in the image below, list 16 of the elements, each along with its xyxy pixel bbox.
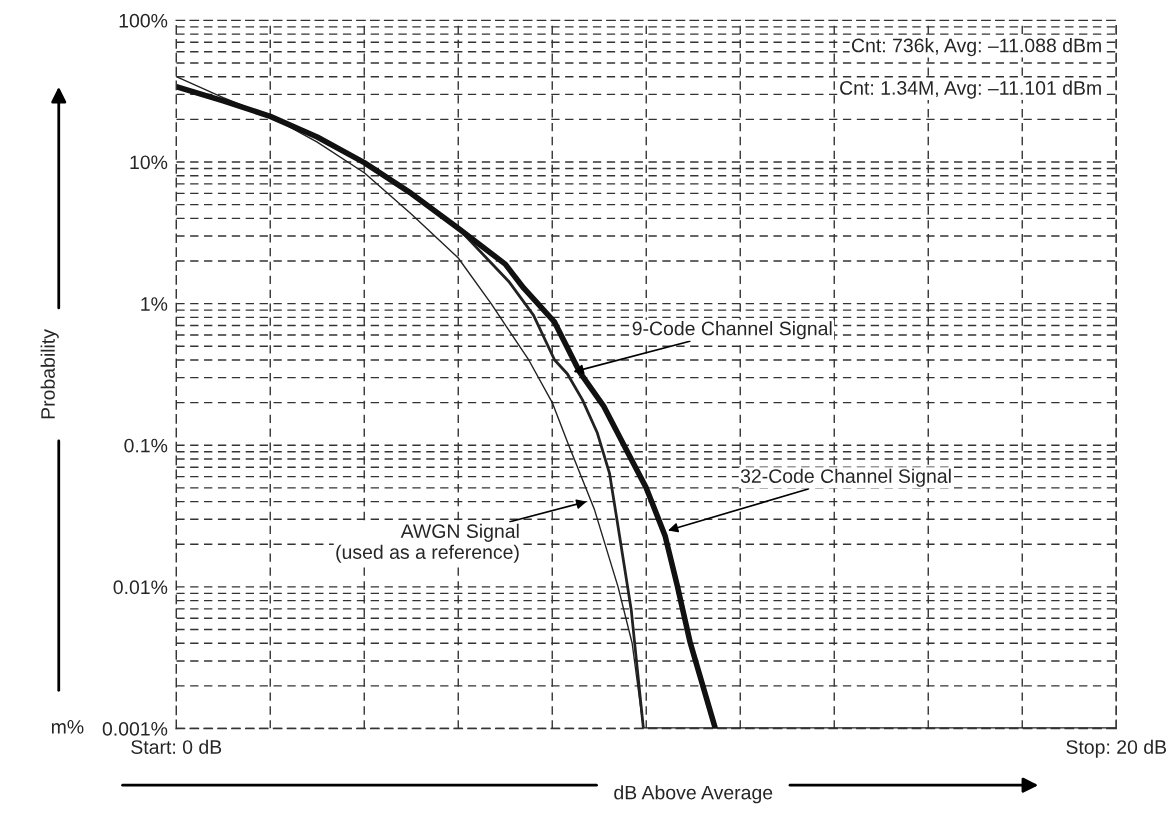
x-tick-label: Start: 0 dB: [131, 739, 222, 754]
y-tick-label: 0.1%: [124, 438, 168, 453]
x-axis-title: dB Above Average: [614, 785, 773, 804]
y-axis-title: Probability: [40, 329, 59, 419]
annotation: Cnt: 1.34M, Avg: –11.101 dBm: [840, 80, 1101, 99]
annotation: AWGN Signal (used as a reference): [336, 523, 519, 563]
annotation: Cnt: 736k, Avg: –11.088 dBm: [851, 38, 1101, 57]
text: m%: [51, 720, 84, 734]
annotation: 32-Code Channel Signal: [740, 468, 951, 487]
annotation: 9-Code Channel Signal: [632, 321, 832, 340]
x-tick-label: Stop: 20 dB: [1066, 739, 1167, 758]
y-tick-label: 1%: [141, 297, 168, 311]
y-tick-label: 0.001%: [102, 722, 168, 736]
y-tick-label: 0.01%: [113, 580, 168, 595]
y-tick-label: 100%: [119, 13, 168, 28]
y-tick-label: 10%: [130, 155, 168, 170]
